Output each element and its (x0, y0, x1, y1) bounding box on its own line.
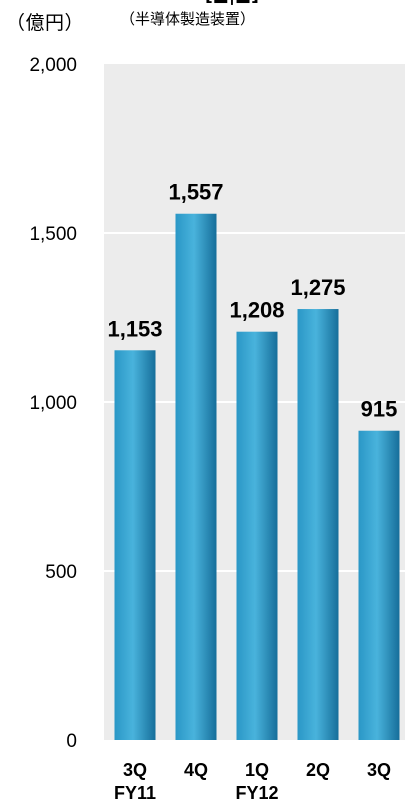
bar-value-label: 1,275 (290, 275, 345, 300)
y-tick-labels: 0 500 1,000 1,500 2,000 (29, 55, 77, 752)
x-category-label: 3Q (123, 760, 147, 780)
y-axis-unit-label: （億円） (6, 12, 85, 34)
bar (236, 331, 278, 740)
bar (297, 309, 339, 740)
bar-value-label: 1,208 (229, 298, 284, 323)
x-category-labels: 3Q FY11 4Q 1Q FY12 2Q 3Q (114, 760, 391, 803)
bar-value-label: 1,557 (168, 180, 223, 205)
fiscal-year-label: FY11 (114, 783, 156, 803)
bar-value-label: 915 (361, 397, 398, 422)
bar-value-label: 1,153 (107, 316, 162, 341)
x-category-label: 4Q (184, 760, 208, 780)
fiscal-year-label: FY12 (235, 783, 278, 803)
chart-subtitle: （半導体製造装置） (120, 10, 256, 28)
x-category-label: 1Q (245, 760, 269, 780)
bars-group (114, 213, 400, 740)
y-tick-label: 1,000 (29, 393, 77, 414)
bar (175, 213, 217, 740)
y-tick-label: 500 (45, 562, 77, 583)
x-category-label: 2Q (306, 760, 330, 780)
cut-off-title: [■|■] (205, 0, 259, 5)
bar (358, 430, 400, 740)
bar (114, 350, 156, 740)
y-tick-label: 2,000 (29, 55, 77, 76)
y-tick-label: 0 (66, 731, 77, 752)
x-category-label: 3Q (367, 760, 391, 780)
y-tick-label: 1,500 (29, 224, 77, 245)
